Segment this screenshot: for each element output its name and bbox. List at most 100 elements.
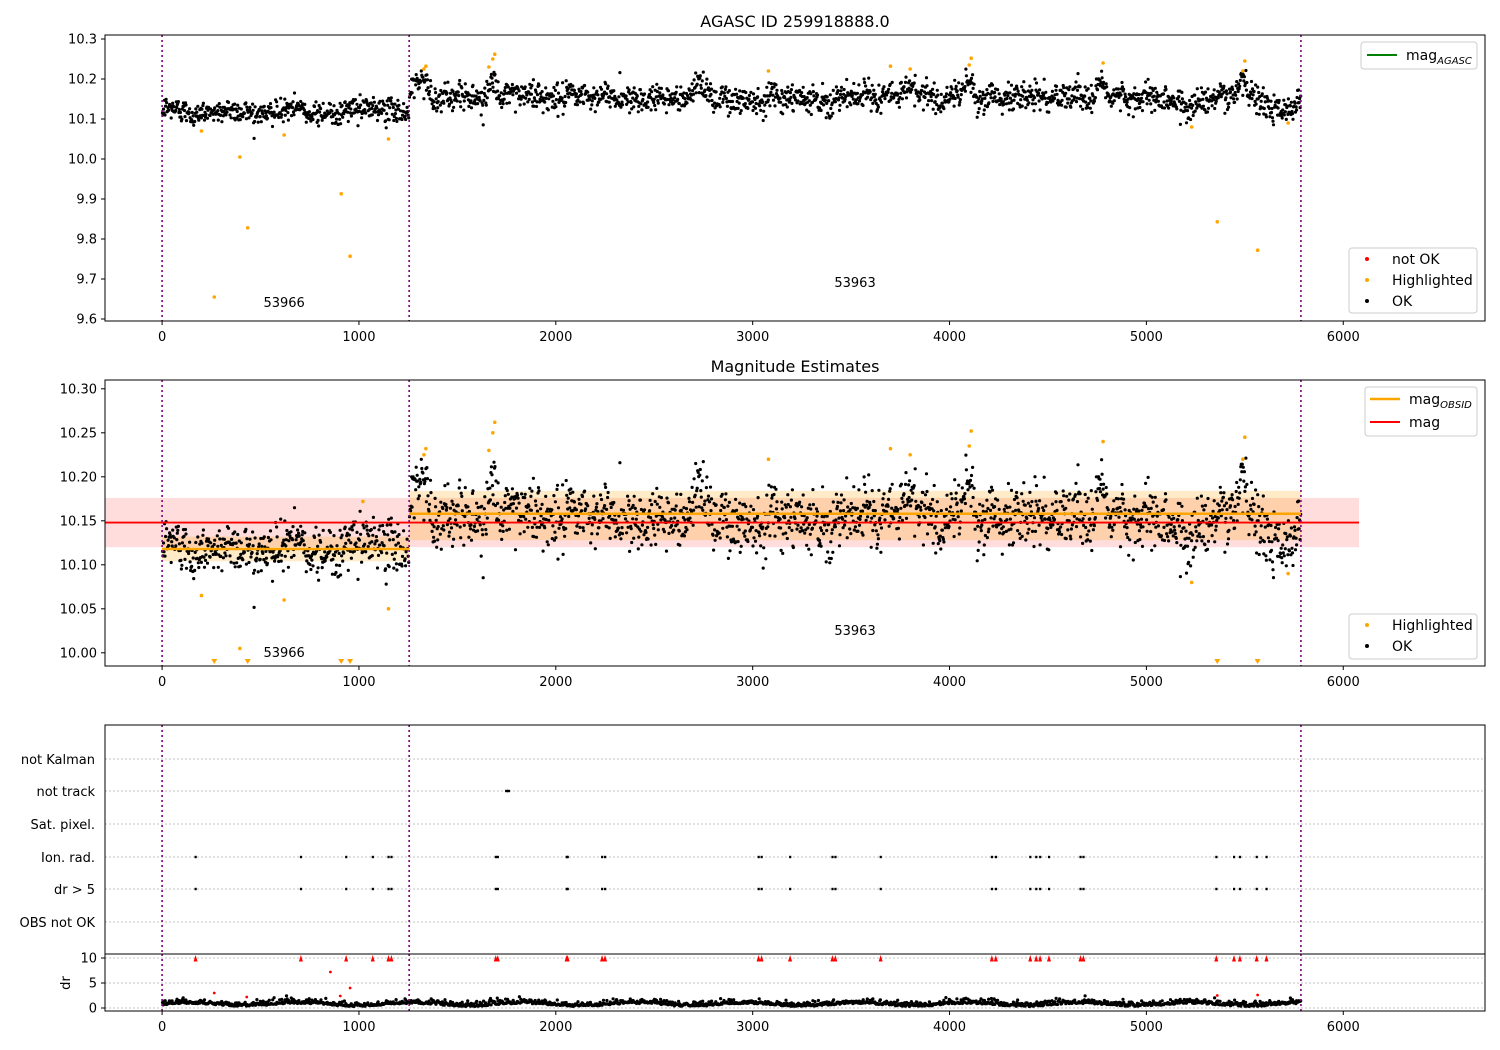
ok-point xyxy=(1098,490,1103,494)
ok-point xyxy=(458,78,462,83)
ok-point xyxy=(812,94,816,98)
ok-point xyxy=(384,582,388,586)
ok-point xyxy=(385,112,389,116)
ok-point xyxy=(557,526,561,530)
ok-point xyxy=(737,528,741,532)
ok-point xyxy=(350,528,354,532)
ok-point xyxy=(864,518,868,523)
ok-point xyxy=(882,492,886,496)
ok-point xyxy=(1188,98,1192,103)
ok-point xyxy=(1192,548,1196,552)
ok-point xyxy=(1251,93,1255,97)
ok-point xyxy=(1288,534,1292,538)
ok-point xyxy=(833,100,838,104)
ok-point xyxy=(1145,529,1149,533)
ok-point xyxy=(223,551,227,555)
ok-point xyxy=(1205,110,1210,114)
ok-point xyxy=(457,82,461,86)
ok-point xyxy=(607,526,611,530)
ok-point xyxy=(1064,91,1068,95)
ok-point xyxy=(1079,535,1083,539)
ok-point xyxy=(627,503,631,507)
ok-point xyxy=(882,85,886,89)
ok-point xyxy=(701,460,705,464)
ok-point xyxy=(662,102,667,106)
ok-point xyxy=(815,93,820,97)
ok-point xyxy=(904,96,909,100)
ok-point xyxy=(1267,106,1271,110)
ok-point xyxy=(1028,84,1032,88)
ok-point xyxy=(1046,101,1050,105)
ok-point xyxy=(567,514,571,519)
ok-point xyxy=(1149,506,1153,510)
ok-point xyxy=(947,100,951,104)
ok-point xyxy=(1054,88,1058,92)
ok-point xyxy=(886,90,890,94)
ok-point xyxy=(599,497,604,502)
ok-point xyxy=(814,507,819,511)
ok-point xyxy=(829,106,833,111)
ok-point xyxy=(968,478,973,482)
ok-point xyxy=(613,104,617,108)
ok-point xyxy=(1060,532,1064,537)
ok-point xyxy=(567,95,571,99)
ok-point xyxy=(568,506,572,510)
ok-point xyxy=(930,99,934,103)
ok-point xyxy=(822,103,826,107)
ok-point xyxy=(935,531,939,535)
ok-point xyxy=(854,98,859,102)
ok-point xyxy=(238,564,242,568)
ok-point xyxy=(563,534,567,538)
ok-point xyxy=(1294,536,1298,540)
ok-point xyxy=(1254,488,1258,492)
ok-point xyxy=(809,553,813,557)
ok-point xyxy=(1264,558,1268,562)
highlighted-point xyxy=(238,646,242,651)
y-tick-label: 9.9 xyxy=(76,193,97,208)
ok-point xyxy=(1047,548,1051,552)
ok-point xyxy=(711,533,715,537)
ok-point xyxy=(1167,539,1171,543)
ok-point xyxy=(743,529,747,533)
ion-rad-flag xyxy=(1265,855,1268,859)
ok-point xyxy=(219,543,223,548)
ok-point xyxy=(728,549,732,553)
ok-point xyxy=(877,83,881,87)
ok-point xyxy=(1235,519,1239,523)
ok-point xyxy=(1213,106,1217,111)
ion-rad-flag xyxy=(387,855,390,859)
ok-point xyxy=(842,498,846,502)
ok-point xyxy=(545,540,549,544)
ok-point xyxy=(1131,115,1135,119)
ok-point xyxy=(463,82,467,86)
ok-point xyxy=(182,544,187,548)
ok-point xyxy=(613,535,617,539)
ok-point xyxy=(501,524,505,528)
ok-point xyxy=(862,77,866,81)
ok-point xyxy=(774,507,779,511)
ok-point xyxy=(500,105,504,110)
ok-point xyxy=(250,111,254,115)
ok-point xyxy=(386,103,390,107)
ok-point xyxy=(659,518,663,522)
ok-point xyxy=(402,529,406,533)
ok-point xyxy=(1279,551,1283,556)
ok-point xyxy=(1153,544,1157,548)
ok-point xyxy=(748,528,753,532)
ok-point xyxy=(586,90,590,94)
ok-point xyxy=(1245,482,1249,486)
ok-point xyxy=(176,524,180,529)
ok-point xyxy=(1138,537,1142,542)
ok-point xyxy=(255,552,259,556)
ok-point xyxy=(1008,91,1012,95)
ok-point xyxy=(1257,90,1261,95)
ok-point xyxy=(845,105,849,109)
ok-point xyxy=(507,527,511,531)
ok-point xyxy=(651,523,655,527)
ok-point xyxy=(342,112,346,116)
ok-point xyxy=(1016,89,1020,93)
ok-point xyxy=(831,550,835,554)
ok-point xyxy=(477,95,481,99)
ok-point xyxy=(404,564,408,568)
ok-point xyxy=(206,544,210,548)
